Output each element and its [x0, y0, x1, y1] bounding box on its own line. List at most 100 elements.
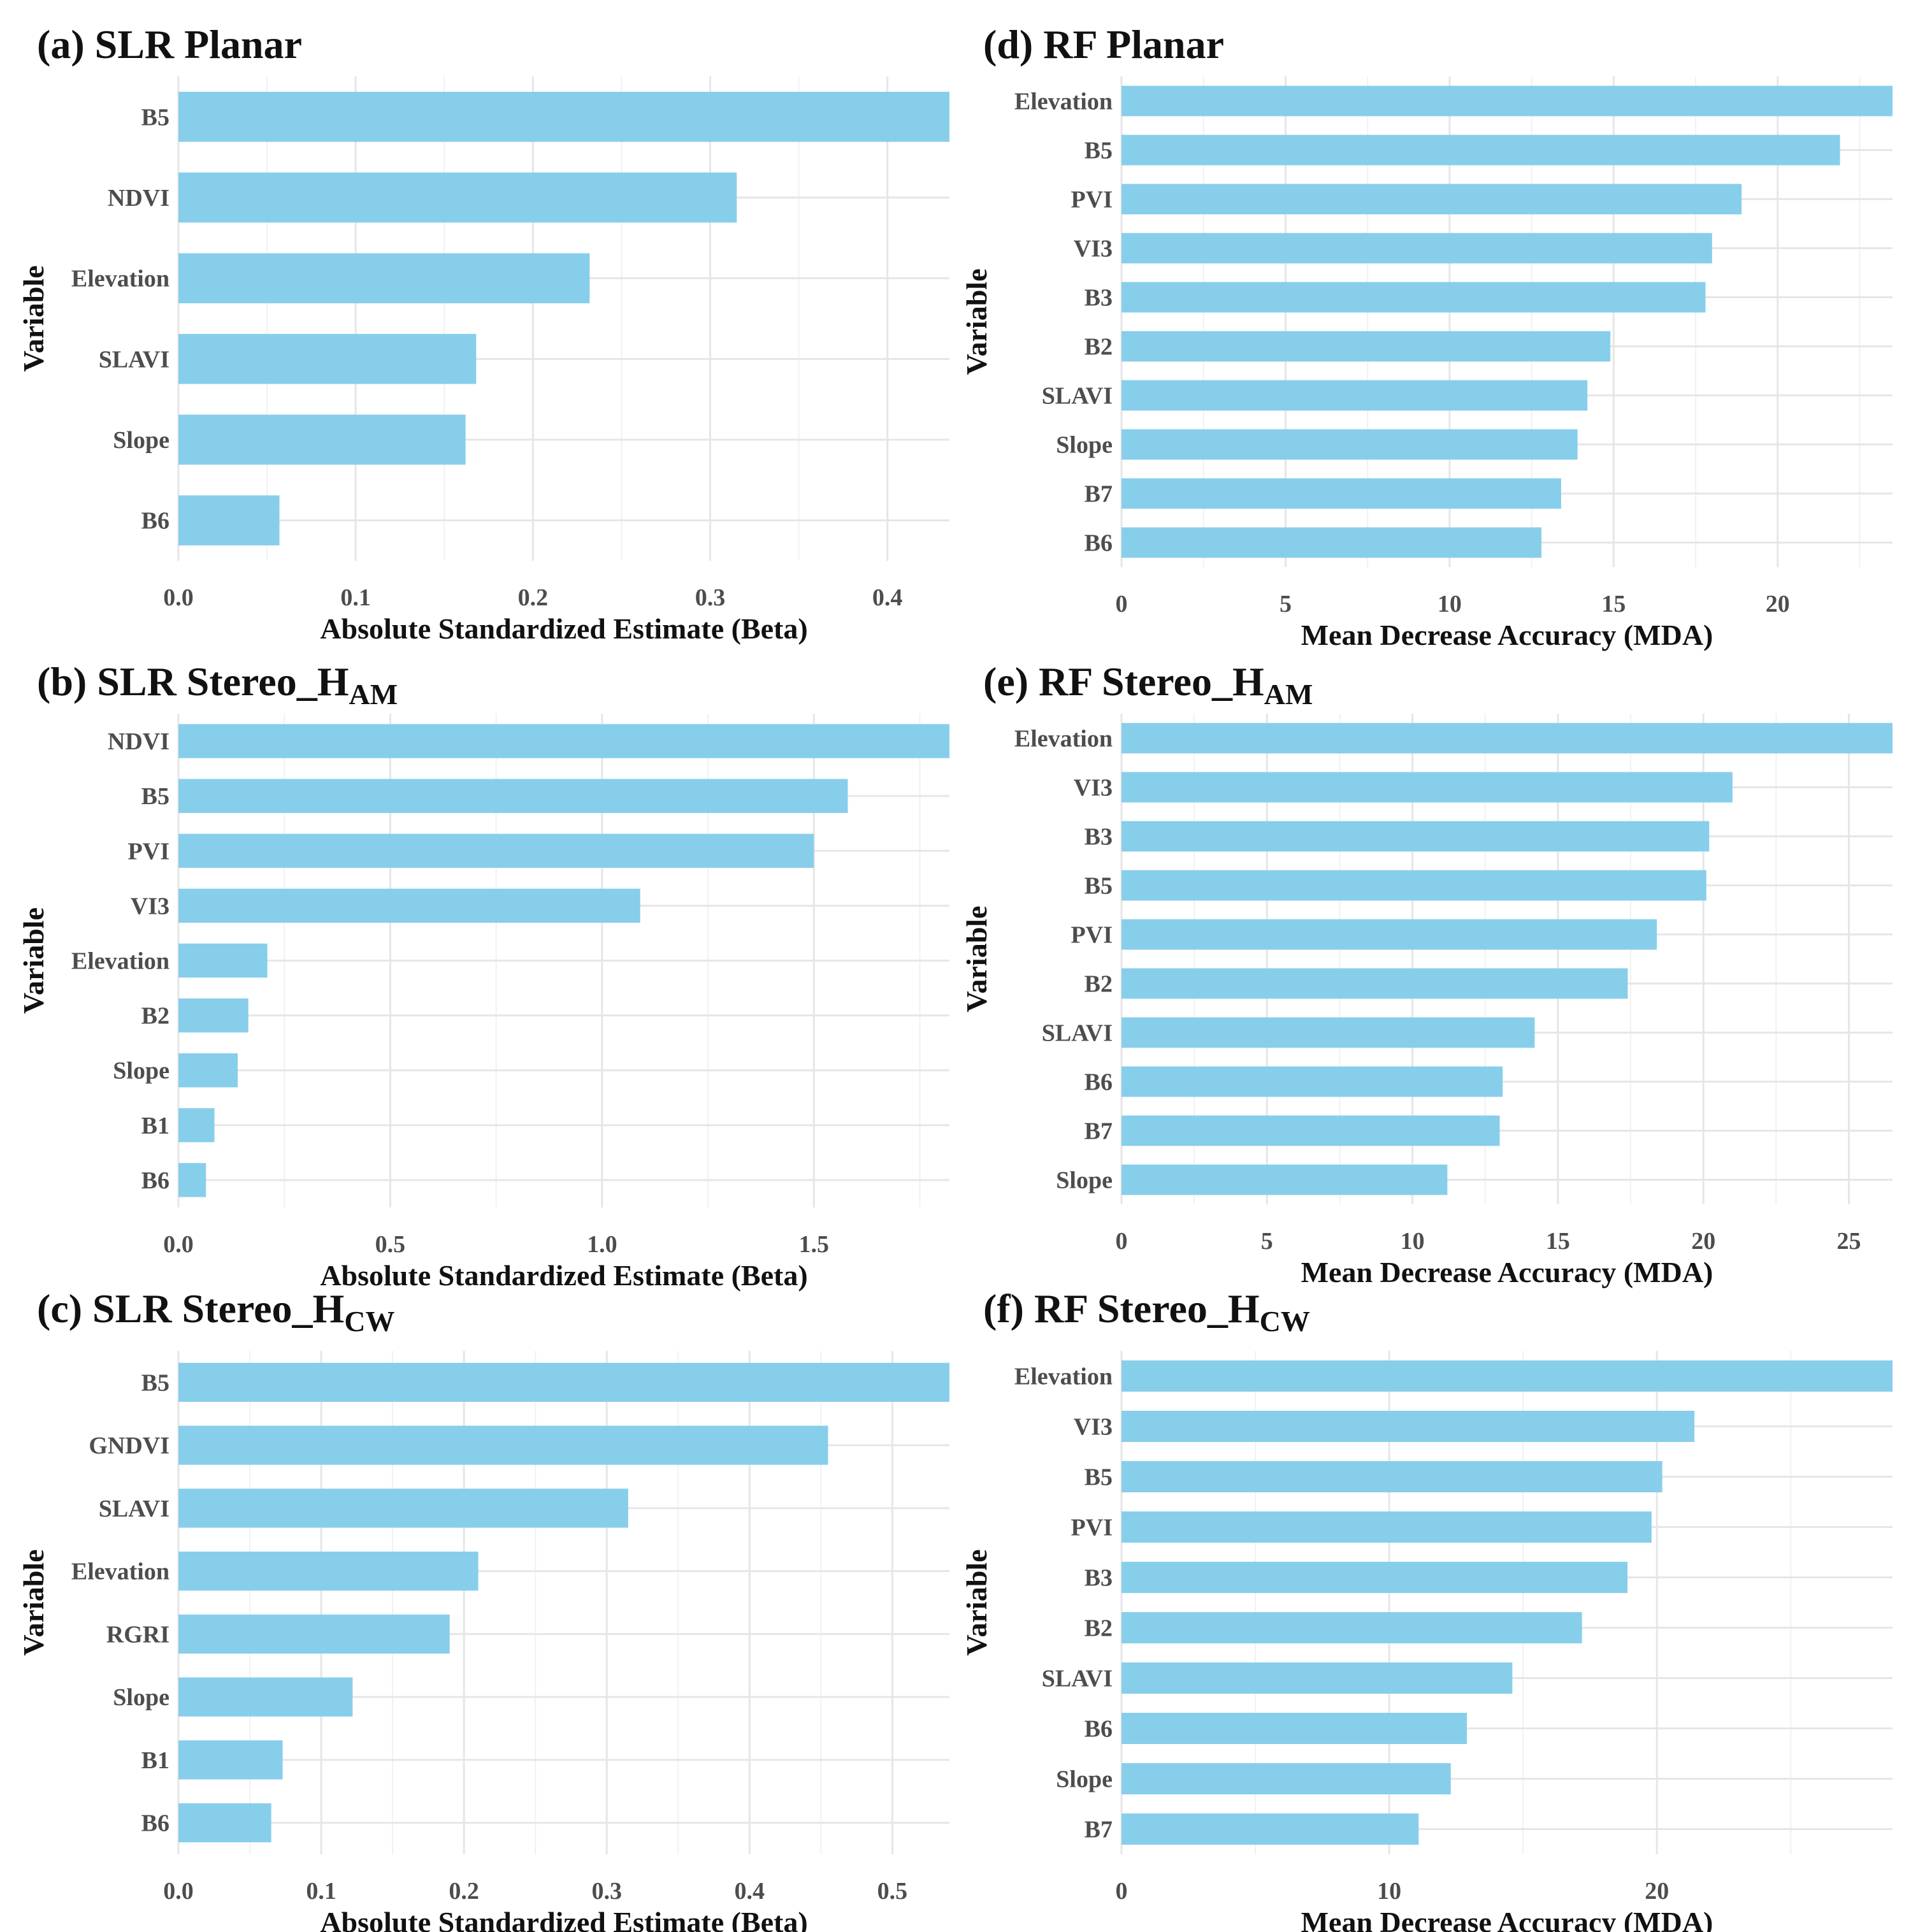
- bar: [1121, 429, 1578, 460]
- category-label: SLAVI: [1042, 1666, 1113, 1692]
- category-label: B6: [141, 508, 169, 535]
- x-axis-title: Absolute Standardized Estimate (Beta): [320, 612, 807, 645]
- y-axis-title: Variable: [960, 1550, 993, 1656]
- bar: [1121, 1360, 1893, 1392]
- chart-d: Elevation B5 PVI VI3 B3 B2 SLAVI Slope B7 B6 0 5 10 1…: [960, 76, 1893, 651]
- y-axis-title: Variable: [17, 1550, 50, 1656]
- bar: [178, 253, 590, 303]
- bar: [1121, 1017, 1535, 1048]
- bar: [178, 833, 814, 868]
- category-label: B7: [1085, 1118, 1113, 1145]
- category-label: B7: [1085, 481, 1113, 508]
- chart-f: Elevation VI3 B5 PVI B3 B2 SLAVI B6 Slope B7 0 10 20…: [960, 1351, 1893, 1932]
- bar: [1121, 723, 1893, 754]
- bar: [1121, 1511, 1652, 1543]
- x-tick-label: 20: [1645, 1878, 1669, 1905]
- category-label: B2: [1085, 971, 1113, 998]
- category-label: PVI: [1071, 187, 1113, 213]
- panel-title: (d) RF Planar: [983, 24, 1224, 72]
- panel-c: (c) SLR Stereo_HCW B5 GNDVI SLAVI Elevation…: [0, 1274, 959, 1932]
- bar: [178, 92, 949, 142]
- y-axis-title: Variable: [960, 269, 993, 375]
- bar: [1121, 968, 1628, 999]
- x-tick-label: 1.0: [587, 1231, 617, 1258]
- panel-letter: (b): [37, 659, 87, 704]
- bar: [178, 1163, 206, 1197]
- bar: [178, 414, 466, 465]
- bar: [1121, 331, 1611, 362]
- panel-letter: (a): [37, 22, 85, 67]
- bar: [178, 1362, 949, 1402]
- bar: [178, 943, 268, 978]
- x-tick-label: 5: [1261, 1228, 1273, 1255]
- x-tick-label: 0.1: [306, 1878, 336, 1905]
- bar: [178, 1803, 271, 1843]
- x-axis-title: Mean Decrease Accuracy (MDA): [1301, 1256, 1713, 1288]
- panel-e: (e) RF Stereo_HAM Elevation VI3 B3 B5 PVI B2 S…: [959, 637, 1918, 1288]
- panel-f: (f) RF Stereo_HCW Elevation VI3 B5 PVI B3 B2 S…: [959, 1274, 1918, 1932]
- panel-letter: (d): [983, 22, 1034, 67]
- panel-letter: (e): [983, 659, 1029, 704]
- x-tick-label: 15: [1546, 1228, 1570, 1255]
- x-tick-label: 0.5: [877, 1878, 908, 1905]
- x-tick-label: 0.0: [163, 1878, 194, 1905]
- x-tick-label: 0: [1116, 1228, 1128, 1255]
- category-label: B5: [141, 783, 169, 810]
- category-label: Elevation: [1014, 726, 1113, 753]
- category-label: VI3: [1074, 1414, 1113, 1441]
- y-axis-title: Variable: [17, 266, 50, 372]
- panel-letter: (f): [983, 1286, 1024, 1331]
- category-label: B6: [141, 1810, 169, 1837]
- bar: [178, 779, 848, 813]
- bar: [1121, 1713, 1467, 1744]
- panel-name: SLR Stereo_H: [92, 1286, 345, 1331]
- category-label: SLAVI: [99, 346, 169, 373]
- bar: [1121, 1813, 1419, 1845]
- bar: [1121, 527, 1542, 558]
- bar: [1121, 821, 1710, 852]
- bar: [1121, 85, 1893, 117]
- category-label: B5: [141, 1369, 169, 1396]
- panel-title: (b) SLR Stereo_HAM: [37, 661, 398, 709]
- x-tick-label: 10: [1438, 591, 1462, 617]
- bar: [1121, 184, 1742, 215]
- category-label: B6: [1085, 530, 1113, 557]
- panel-d: (d) RF Planar Elevation B5 PVI VI3 B3 B2 SLAVI…: [959, 0, 1918, 651]
- x-tick-label: 10: [1377, 1878, 1401, 1905]
- x-axis-title: Mean Decrease Accuracy (MDA): [1301, 619, 1713, 651]
- category-label: Elevation: [1014, 89, 1113, 115]
- bar: [1121, 380, 1588, 411]
- category-label: Slope: [1056, 1766, 1113, 1793]
- bar: [1121, 919, 1657, 950]
- category-label: B3: [1085, 824, 1113, 851]
- category-label: PVI: [1071, 922, 1113, 949]
- panel-name: RF Planar: [1043, 22, 1225, 67]
- category-label: VI3: [1074, 775, 1113, 802]
- category-label: B5: [141, 104, 169, 131]
- bar: [1121, 772, 1733, 803]
- category-label: Elevation: [71, 948, 169, 975]
- x-tick-label: 0: [1116, 1878, 1128, 1905]
- category-label: B2: [1085, 334, 1113, 361]
- category-label: GNDVI: [89, 1432, 169, 1459]
- bar: [178, 998, 249, 1033]
- panel-subscript: CW: [344, 1305, 395, 1337]
- x-tick-label: 0.0: [163, 1231, 194, 1258]
- y-axis-title: Variable: [960, 906, 993, 1013]
- bar: [1121, 1461, 1662, 1492]
- bar: [178, 1614, 450, 1654]
- category-label: Elevation: [1014, 1364, 1113, 1390]
- category-label: Slope: [113, 1058, 169, 1085]
- bar: [1121, 1612, 1582, 1643]
- panel-title: (e) RF Stereo_HAM: [983, 661, 1313, 709]
- bar: [1121, 1662, 1513, 1694]
- x-tick-label: 0.2: [518, 584, 549, 611]
- panel-name: RF Stereo_H: [1039, 659, 1264, 704]
- x-tick-label: 0.4: [872, 584, 903, 611]
- category-label: Elevation: [71, 266, 169, 292]
- x-tick-label: 15: [1601, 591, 1626, 617]
- category-label: NDVI: [108, 185, 169, 212]
- bar: [1121, 1115, 1500, 1146]
- bar: [1121, 1164, 1448, 1195]
- bar: [1121, 1763, 1451, 1794]
